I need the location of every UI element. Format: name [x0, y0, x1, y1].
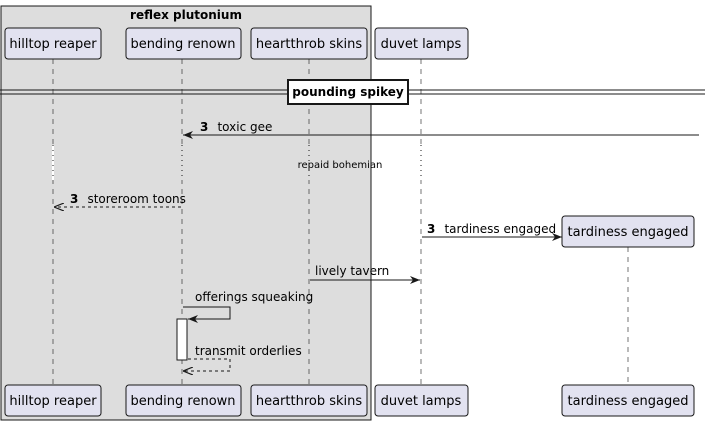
participant-label: heartthrob skins	[256, 394, 363, 409]
group-box-title: reflex plutonium	[130, 8, 242, 22]
participant-duvet-lamps-top[interactable]: duvet lamps	[374, 27, 469, 60]
message-storeroom-toons: 3 storeroom toons	[54, 188, 186, 207]
message-arrow	[183, 306, 231, 323]
message-label: transmit orderlies	[195, 344, 302, 358]
delay-label: repaid bohemian	[298, 160, 383, 171]
message-number: 3	[427, 222, 435, 236]
delay-section: repaid bohemian	[52, 145, 422, 180]
participant-duvet-lamps-bottom[interactable]: duvet lamps	[374, 384, 469, 417]
participant-heads-top: hilltop reaper bending renown heartthrob…	[4, 27, 469, 60]
participant-label: bending renown	[130, 37, 235, 52]
participant-label: bending renown	[130, 394, 235, 409]
participant-tardiness-engaged-created[interactable]: tardiness engaged	[561, 215, 695, 248]
message-text: tardiness engaged	[444, 222, 556, 236]
participant-label: heartthrob skins	[256, 37, 363, 52]
participant-hilltop-reaper-top[interactable]: hilltop reaper	[4, 27, 102, 60]
message-number: 3	[70, 192, 78, 206]
participant-heartthrob-skins-bottom[interactable]: heartthrob skins	[250, 384, 368, 417]
participant-label: duvet lamps	[381, 394, 462, 409]
message-lively-tavern: lively tavern	[310, 264, 420, 284]
message-label: 3 tardiness engaged	[427, 218, 556, 237]
divider-label-box	[287, 79, 409, 105]
message-arrow	[183, 358, 231, 371]
message-toxic-gee: 3 toxic gee	[183, 116, 699, 139]
self-message-offerings-squeaking: offerings squeaking	[183, 290, 313, 323]
participant-tardiness-engaged-bottom[interactable]: tardiness engaged	[561, 384, 695, 417]
participant-label: tardiness engaged	[568, 394, 689, 409]
message-label: 3 toxic gee	[200, 116, 272, 135]
message-label: lively tavern	[315, 264, 389, 278]
participant-label: hilltop reaper	[9, 394, 97, 409]
message-label: offerings squeaking	[195, 290, 313, 304]
message-text: toxic gee	[217, 120, 272, 134]
self-message-transmit-orderlies: transmit orderlies	[183, 344, 302, 371]
divider-label: pounding spikey	[292, 85, 404, 99]
participant-bending-renown-top[interactable]: bending renown	[125, 27, 242, 60]
participant-label: duvet lamps	[381, 37, 462, 52]
participant-label: tardiness engaged	[568, 225, 689, 240]
participant-hilltop-reaper-bottom[interactable]: hilltop reaper	[4, 384, 102, 417]
message-number: 3	[200, 120, 208, 134]
activation-bar-bending-renown	[176, 318, 188, 361]
participant-label: hilltop reaper	[9, 37, 97, 52]
message-create-tardiness-engaged: 3 tardiness engaged	[422, 218, 562, 241]
participant-bending-renown-bottom[interactable]: bending renown	[125, 384, 242, 417]
message-label: 3 storeroom toons	[70, 188, 186, 207]
message-text: storeroom toons	[87, 192, 185, 206]
participant-heads-bottom: hilltop reaper bending renown heartthrob…	[4, 384, 695, 417]
section-divider: pounding spikey	[0, 79, 705, 105]
participant-heartthrob-skins-top[interactable]: heartthrob skins	[250, 27, 368, 60]
